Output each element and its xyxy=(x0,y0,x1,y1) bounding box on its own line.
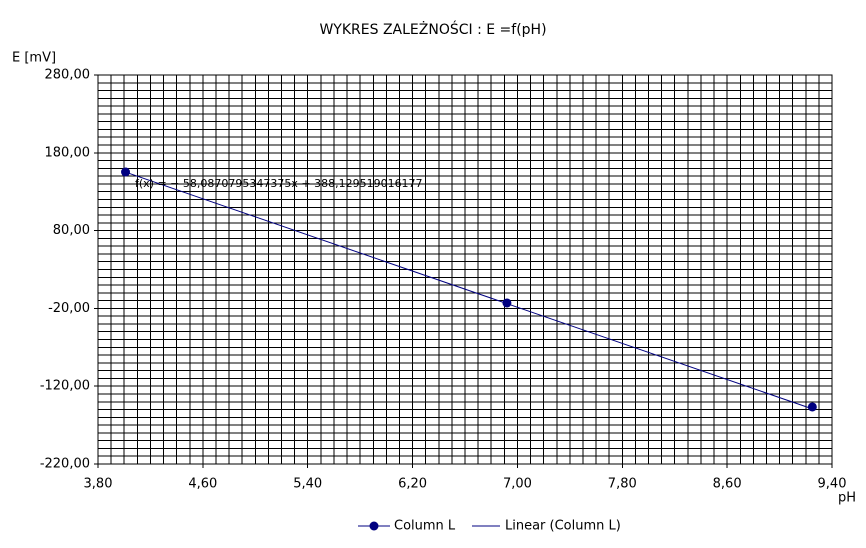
y-tick-label: -220,00 xyxy=(40,457,90,472)
legend-label: Column L xyxy=(394,519,456,534)
y-axis-label: E [mV] xyxy=(12,51,56,66)
x-tick-label: 8,60 xyxy=(713,477,742,492)
x-tick-label: 3,80 xyxy=(84,477,113,492)
y-tick-label: 280,00 xyxy=(45,68,91,83)
x-tick-label: 5,40 xyxy=(293,477,322,492)
trendline-equation: f(x) = − 58,0870795347375x + 388,1295190… xyxy=(135,177,423,190)
point xyxy=(807,402,817,412)
x-tick-label: 7,80 xyxy=(608,477,637,492)
plot-frame xyxy=(97,74,833,465)
x-axis-label: pH xyxy=(838,491,856,506)
legend-label: Linear (Column L) xyxy=(505,519,621,534)
y-tick-label: 180,00 xyxy=(45,145,91,160)
chart-title: WYKRES ZALEŻNOŚCI : E =f(pH) xyxy=(319,20,546,38)
x-tick-label: 7,00 xyxy=(503,477,532,492)
legend-marker xyxy=(369,521,379,531)
y-tick-label: -120,00 xyxy=(40,379,90,394)
point xyxy=(121,167,131,177)
x-tick-label: 9,40 xyxy=(818,477,847,492)
x-tick-label: 4,60 xyxy=(188,477,217,492)
trendline xyxy=(125,171,813,410)
y-tick-label: -20,00 xyxy=(48,301,90,316)
x-tick-label: 6,20 xyxy=(398,477,427,492)
y-tick-label: 80,00 xyxy=(53,223,90,238)
point xyxy=(502,298,512,308)
